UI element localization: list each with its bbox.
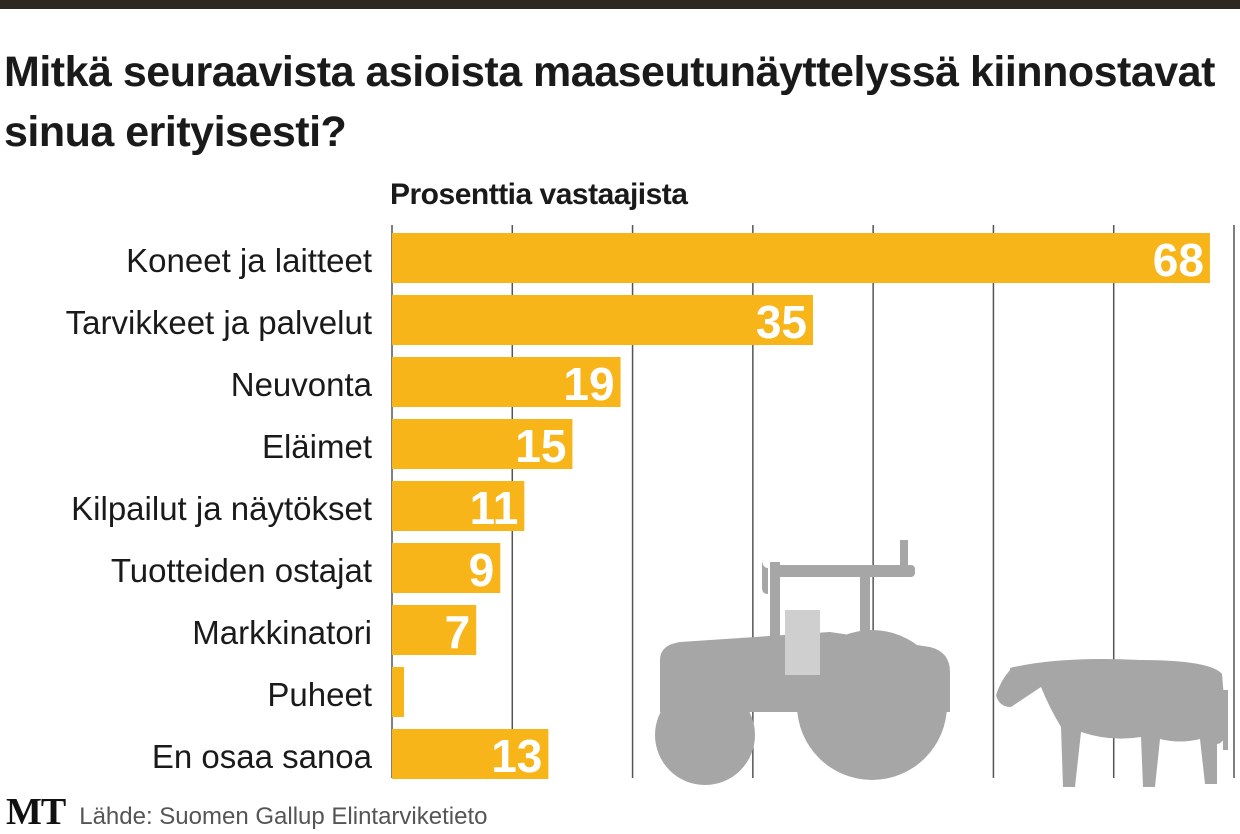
bars: 68 35 19 15 11 9 71 13 [392, 233, 1210, 782]
value-label: 19 [563, 358, 614, 410]
bar [392, 729, 549, 779]
source-note: Lähde: Suomen Gallup Elintarviketieto [79, 803, 488, 830]
category-label: Koneet ja laitteet [126, 242, 372, 279]
category-label: Tarvikkeet ja palvelut [66, 304, 372, 341]
farm-illustration [655, 540, 1228, 787]
bar [392, 481, 525, 531]
chart-title: Mitkä seuraavista asioista maaseutunäytt… [4, 48, 1215, 156]
bar [392, 605, 477, 655]
bar [392, 667, 405, 717]
value-label: 13 [491, 730, 542, 782]
value-label: 11 [470, 482, 519, 534]
chart-subtitle: Prosenttia vastaajista [390, 178, 688, 211]
bar [392, 295, 813, 345]
category-labels: Koneet ja laitteet Tarvikkeet ja palvelut… [66, 242, 373, 775]
bar [392, 419, 573, 469]
category-label: Neuvonta [231, 366, 373, 403]
bar [392, 233, 1210, 283]
tractor-silhouette [655, 540, 950, 785]
category-label: Markkinatori [192, 614, 372, 651]
bar [392, 543, 501, 593]
category-label: Tuotteiden ostajat [111, 552, 372, 589]
value-label: 1 [408, 668, 434, 720]
cow-silhouette [996, 659, 1228, 787]
category-label: Puheet [267, 676, 372, 713]
value-label: 35 [756, 296, 807, 348]
value-label: 15 [515, 420, 566, 472]
category-label: En osaa sanoa [152, 738, 373, 775]
value-label: 68 [1153, 234, 1204, 286]
category-label: Eläimet [262, 428, 372, 465]
bar [392, 357, 621, 407]
footer: MT Lähde: Suomen Gallup Elintarviketieto [6, 790, 487, 834]
top-rule [0, 0, 1240, 9]
mt-logo: MT [6, 791, 66, 833]
category-label: Kilpailut ja näytökset [71, 490, 372, 527]
value-label: 7 [445, 606, 471, 658]
value-label: 9 [469, 544, 495, 596]
